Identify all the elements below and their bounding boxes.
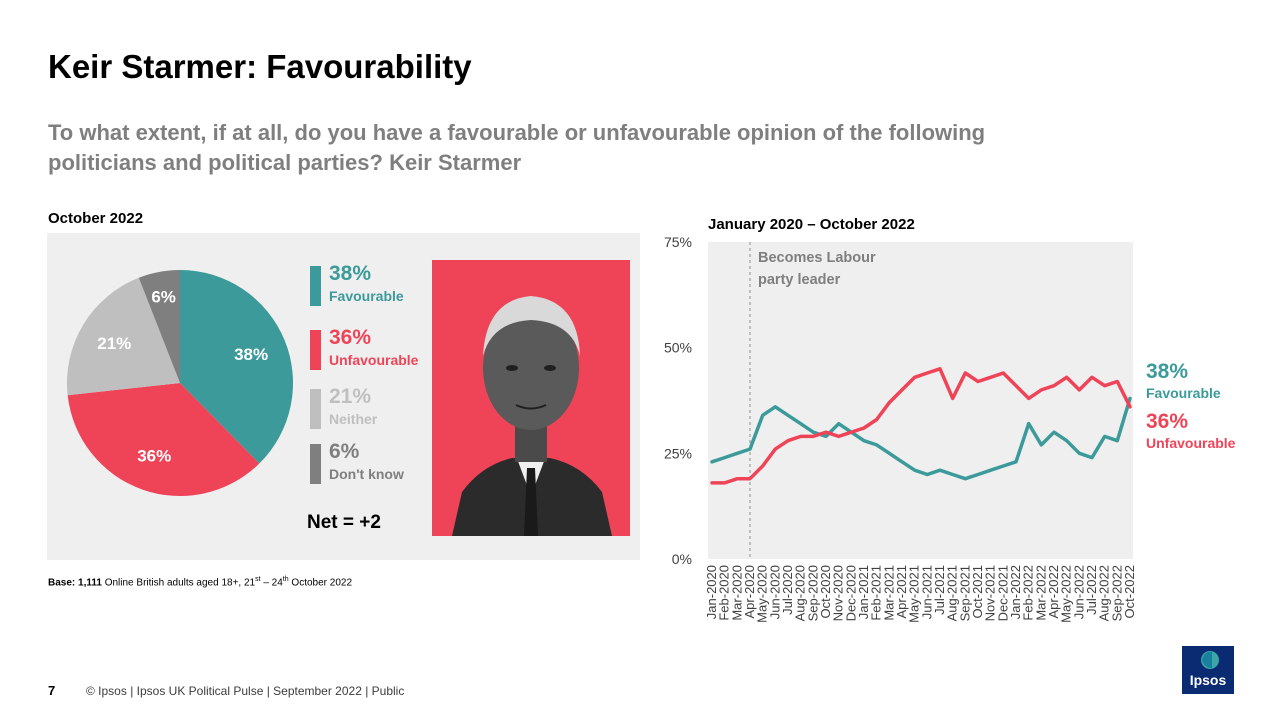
- legend-pct-favourable: 38%: [329, 262, 372, 285]
- base-note-mid: – 24: [260, 577, 283, 589]
- survey-question: To what extent, if at all, do you have a…: [48, 120, 986, 175]
- x-tick-label: Jan-2022: [1008, 565, 1023, 619]
- x-tick-label: Aug-2021: [945, 565, 960, 621]
- series-line-0: [710, 396, 1132, 481]
- logo-mark-icon: [1201, 651, 1219, 669]
- pie-slice-0: [180, 270, 293, 464]
- x-tick-label: Jan-2021: [856, 565, 871, 619]
- y-tick-label: 75%: [664, 234, 692, 250]
- x-axis: Jan-2020Feb-2020Mar-2020Apr-2020May-2020…: [704, 565, 1137, 623]
- x-tick-label: Jan-2020: [704, 565, 719, 619]
- footer-text: © Ipsos | Ipsos UK Political Pulse | Sep…: [86, 684, 405, 698]
- x-tick-label: Sep-2020: [805, 565, 820, 621]
- x-tick-label: Dec-2020: [843, 565, 858, 621]
- base-note-text: Online British adults aged 18+, 21: [101, 577, 256, 589]
- x-tick-label: Mar-2020: [729, 565, 744, 621]
- legend-label-favourable: Favourable: [329, 288, 404, 304]
- x-tick-label: Feb-2020: [717, 565, 732, 621]
- legend-label-unfavourable: Unfavourable: [329, 352, 419, 368]
- plot-area: [708, 242, 1133, 559]
- end-label-favourable: 38% Favourable: [1146, 360, 1221, 401]
- net-score: Net = +2: [307, 512, 381, 533]
- x-tick-label: Feb-2022: [1021, 565, 1036, 621]
- pie-label-1: 36%: [137, 446, 171, 465]
- line-chart: 0%25%50%75% Becomes Labour party leader …: [664, 234, 1137, 623]
- x-tick-label: May-2021: [907, 565, 922, 623]
- end-pct-favourable: 38%: [1146, 360, 1189, 383]
- end-pct-unfavourable: 36%: [1146, 410, 1189, 433]
- legend-pct-unfavourable: 36%: [329, 326, 372, 349]
- x-tick-label: May-2020: [755, 565, 770, 623]
- x-tick-label: Apr-2021: [894, 565, 909, 618]
- legend-pct-dont-know: 6%: [329, 440, 360, 463]
- x-tick-label: Jul-2020: [780, 565, 795, 615]
- pie-label-2: 21%: [97, 334, 131, 353]
- y-tick-label: 0%: [672, 551, 692, 567]
- x-tick-label: Jun-2021: [919, 565, 934, 619]
- portrait-photo: [432, 260, 630, 536]
- pie-slice-1: [67, 383, 260, 496]
- x-tick-label: Aug-2022: [1097, 565, 1112, 621]
- end-name-favourable: Favourable: [1146, 385, 1221, 401]
- legend-swatch-dont-know: [310, 444, 321, 484]
- x-tick-label: Nov-2020: [831, 565, 846, 621]
- legend-swatch-favourable: [310, 266, 321, 306]
- y-axis: 0% 25% 50% 75%: [664, 234, 692, 567]
- right-period-label: January 2020 – October 2022: [708, 216, 915, 233]
- end-label-unfavourable: 36% Unfavourable: [1146, 410, 1235, 451]
- x-tick-label: Mar-2022: [1033, 565, 1048, 621]
- x-tick-label: Oct-2022: [1122, 565, 1137, 618]
- legend-swatch-neither: [310, 389, 321, 429]
- x-tick-label: Jun-2020: [767, 565, 782, 619]
- x-tick-label: Sep-2022: [1109, 565, 1124, 621]
- y-tick-label: 50%: [664, 340, 692, 356]
- pie-label-0: 38%: [234, 345, 268, 364]
- base-note-end: October 2022: [288, 577, 353, 589]
- left-period-label: October 2022: [48, 210, 144, 227]
- page-number: 7: [48, 683, 56, 698]
- x-tick-label: Mar-2021: [881, 565, 896, 621]
- x-tick-label: Oct-2021: [970, 565, 985, 618]
- x-tick-label: Feb-2021: [869, 565, 884, 621]
- x-tick-label: Aug-2020: [793, 565, 808, 621]
- annotation-line-2: party leader: [758, 272, 841, 288]
- x-tick-label: Dec-2021: [995, 565, 1010, 621]
- x-tick-label: Apr-2022: [1046, 565, 1061, 618]
- series-line-1: [710, 367, 1132, 485]
- logo-text: Ipsos: [1189, 672, 1227, 688]
- legend-swatch-unfavourable: [310, 330, 321, 370]
- pie-label-3: 6%: [151, 287, 176, 306]
- series-lines: [710, 367, 1132, 485]
- x-tick-label: May-2022: [1059, 565, 1074, 623]
- legend-label-dont-know: Don't know: [329, 466, 404, 482]
- base-note-sup1: st: [255, 576, 261, 583]
- ipsos-logo: Ipsos: [1182, 646, 1234, 694]
- x-tick-label: Sep-2021: [957, 565, 972, 621]
- portrait-silhouette-icon: [452, 296, 612, 536]
- page-title: Keir Starmer: Favourability: [48, 48, 472, 85]
- x-tick-label: Nov-2021: [983, 565, 998, 621]
- x-tick-label: Jun-2022: [1071, 565, 1086, 619]
- base-note-sup2: th: [282, 576, 289, 583]
- legend-pct-neither: 21%: [329, 385, 372, 408]
- x-tick-label: Jul-2021: [932, 565, 947, 615]
- y-tick-label: 25%: [664, 445, 692, 461]
- pie-chart: 38% 36% 21% 6%: [67, 270, 293, 496]
- end-name-unfavourable: Unfavourable: [1146, 435, 1236, 451]
- base-note-bold: Base: 1,111: [48, 577, 102, 589]
- annotation-line-1: Becomes Labour: [758, 250, 876, 266]
- legend-label-neither: Neither: [329, 411, 378, 427]
- x-tick-label: Jul-2022: [1084, 565, 1099, 615]
- x-tick-label: Apr-2020: [742, 565, 757, 618]
- pie-slice-3: [138, 270, 180, 383]
- pie-slice-2: [67, 277, 180, 396]
- base-note: Base: 1,111 Online British adults aged 1…: [48, 576, 352, 588]
- x-tick-label: Oct-2020: [818, 565, 833, 618]
